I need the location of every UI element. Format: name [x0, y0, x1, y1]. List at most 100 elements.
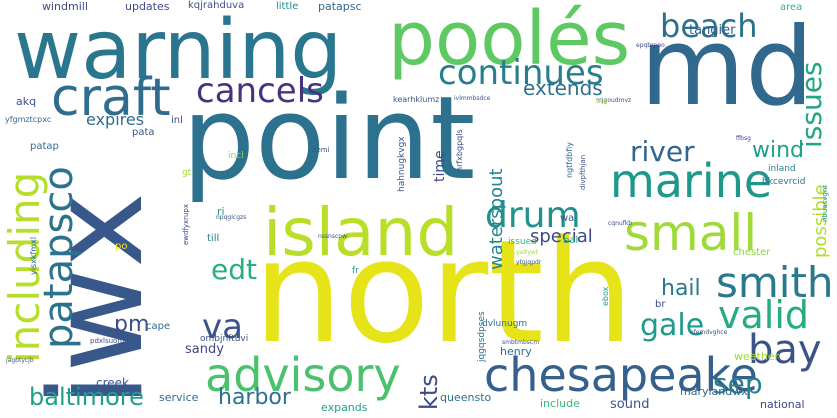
word-updates: updates: [125, 0, 170, 13]
word-wa: wa: [560, 213, 575, 224]
word-chester: chester: [733, 247, 771, 258]
word-dvlunugm: dvlunugm: [482, 319, 528, 329]
word-baltimore: baltimore: [29, 383, 144, 411]
word-point: point: [182, 72, 476, 206]
word-ffbsg: ffbsg: [736, 135, 751, 142]
word-br: br: [655, 299, 666, 310]
word-pdxlsuord: pdxlsuord: [90, 337, 125, 345]
word-marylandwx: marylandwx: [680, 385, 748, 398]
word-till: till: [207, 233, 220, 244]
word-wind: wind: [752, 138, 805, 163]
word-va: va: [202, 307, 243, 347]
word-special: special: [530, 226, 593, 247]
word-advisory: advisory: [205, 348, 401, 402]
word-chesapeake: chesapeake: [484, 348, 758, 402]
word-issues: issues: [795, 61, 828, 148]
word-nbuasvgnt: nbuasvgnt: [821, 184, 829, 222]
word-bemi: bemi: [312, 146, 330, 154]
word-cape: cape: [146, 321, 171, 332]
word-inland: inland: [768, 164, 796, 174]
word-sep: sep: [713, 367, 763, 400]
word-yisxkfmxl: yisxkfmxl: [29, 236, 38, 275]
word-time: time: [432, 150, 448, 182]
word-divpfthjan: divpfthjan: [579, 154, 587, 190]
word-md: md: [640, 5, 814, 130]
word-issued: issued: [508, 237, 537, 247]
word-pata: pata: [132, 127, 155, 138]
word-north: north: [253, 210, 634, 375]
word-henry: henry: [500, 345, 532, 358]
word-yaltywt: yaltywt: [516, 249, 539, 256]
word-jagbtycjb: jagbtycjb: [6, 357, 34, 364]
word-little: little: [276, 1, 299, 12]
word-river: river: [630, 135, 695, 168]
word-kqjrahduva: kqjrahduva: [188, 0, 245, 11]
word-mjgoudmvz: mjgoudmvz: [596, 97, 632, 104]
word-small: small: [624, 204, 758, 262]
word-sandy: sandy: [185, 342, 224, 357]
word-pm: pm: [114, 312, 150, 337]
word-hahnugkvgx: hahnugkvgx: [397, 136, 407, 192]
word-hail: hail: [661, 276, 701, 301]
word-warning: warning: [14, 3, 343, 98]
word-kearhklumz: kearhklumz: [393, 95, 440, 104]
word-kts: kts: [415, 374, 443, 410]
word-po: po: [115, 241, 128, 252]
word-cqnufkb: cqnufkb: [608, 220, 633, 227]
word-patap: patap: [30, 141, 59, 152]
word-include: include: [540, 397, 580, 410]
word-jqgqsdpses: jqgqsdpses: [477, 311, 487, 362]
word-npqglcgzs: npqglcgzs: [216, 214, 247, 221]
word-epqbrpoo: epqbrpoo: [636, 42, 665, 49]
word-ngtfdbfiy: ngtfdbfiy: [565, 141, 574, 178]
word-weather: weather: [734, 350, 780, 363]
word-akq: akq: [16, 95, 37, 108]
word-extends: extends: [523, 76, 603, 100]
word-bal: bal: [563, 235, 579, 246]
word-ivlmmbsdce: ivlmmbsdce: [454, 95, 491, 102]
word-windmill: windmill: [42, 0, 88, 13]
word-ewdfyxrupx: ewdfyxrupx: [182, 203, 190, 245]
word-ebox: ebox: [601, 286, 610, 306]
word-continues: continues: [438, 53, 604, 93]
word-creek: creek: [96, 376, 129, 390]
word-patapsc: patapsc: [318, 0, 362, 13]
word-service: service: [159, 391, 199, 404]
word-smith: smith: [716, 258, 834, 307]
word-national: national: [760, 398, 805, 411]
word-beach: beach: [660, 7, 758, 45]
word-bkcevrcid: bkcevrcid: [762, 177, 806, 187]
word-ote: ote: [596, 97, 608, 105]
word-nrfxbgpqls: nrfxbgpqls: [455, 129, 464, 172]
word-patapsco: patapsco: [36, 166, 82, 349]
word-expands: expands: [321, 401, 368, 414]
word-edt: edt: [211, 253, 257, 286]
word-fr: fr: [352, 266, 359, 276]
word-ofemdvghce: ofemdvghce: [690, 329, 728, 336]
word-marine: marine: [610, 154, 773, 208]
word-craft: craft: [51, 68, 171, 128]
word-bay: bay: [748, 327, 822, 373]
word-cancels: cancels: [196, 71, 324, 111]
word-harbor: harbor: [218, 385, 291, 410]
word-waterspout: waterspout: [486, 168, 507, 270]
word-queensto: queensto: [440, 391, 492, 404]
word-ri: ri: [217, 205, 225, 218]
word-drum: drum: [485, 195, 581, 236]
word-island: island: [263, 194, 459, 271]
word-expires: expires: [86, 110, 145, 129]
word-gale: gale: [640, 308, 705, 343]
word-tangier: tangier: [689, 23, 736, 38]
word-inl: inl: [171, 115, 183, 126]
word-nssnscpw: nssnscpw: [318, 233, 347, 240]
word-gt: gt: [182, 168, 192, 178]
word-ytgjqpdr: ytgjqpdr: [516, 259, 542, 266]
word-smbtmbscm: smbtmbscm: [502, 339, 540, 346]
word-area: area: [780, 2, 803, 13]
word-sound: sound: [610, 397, 650, 412]
word-pooles: poolés: [388, 0, 631, 82]
word-valid: valid: [718, 293, 810, 337]
word-incl: incl: [228, 151, 244, 161]
word-yfgmztcpxc: yfgmztcpxc: [5, 115, 52, 124]
